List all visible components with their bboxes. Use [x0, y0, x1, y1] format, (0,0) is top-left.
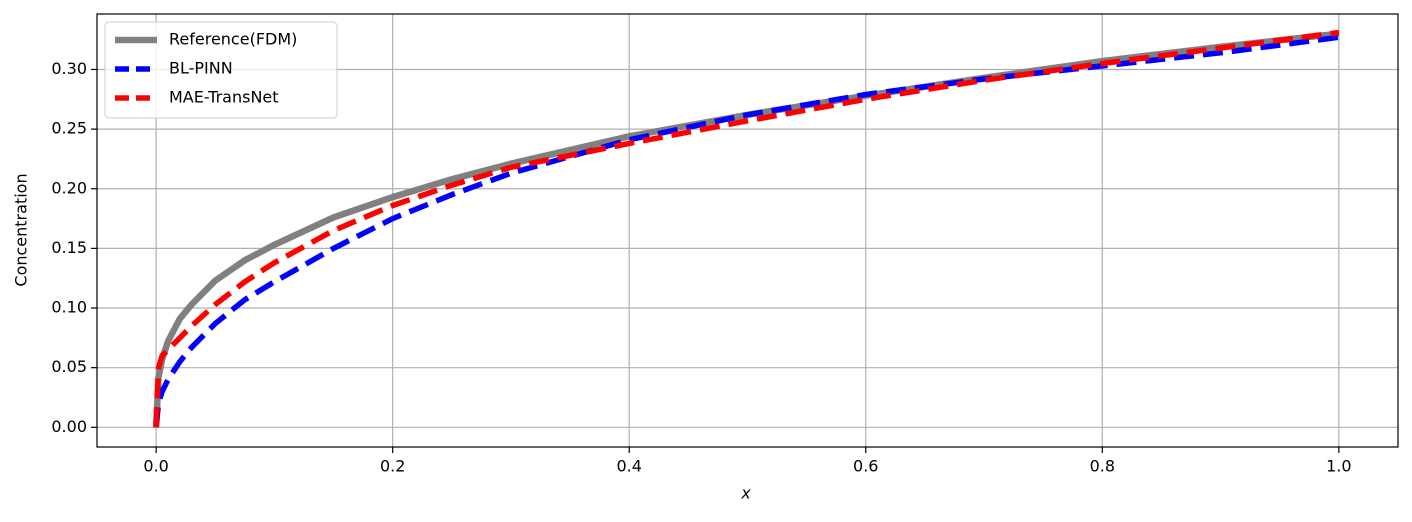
series-line [153, 29, 1340, 428]
series-line [153, 34, 1340, 428]
legend-label: Reference(FDM) [169, 30, 297, 49]
x-tick-label: 0.6 [853, 457, 878, 476]
y-tick-label: 0.30 [51, 59, 87, 78]
x-tick-label: 0.2 [380, 457, 405, 476]
x-tick-label: 0.4 [617, 457, 642, 476]
legend-label: MAE-TransNet [169, 88, 279, 107]
x-axis-label: x [740, 484, 751, 503]
plot-frame [96, 13, 1399, 448]
y-tick-label: 0.10 [51, 298, 87, 317]
y-axis-label: Concentration [12, 173, 31, 286]
x-tick-label: 0.8 [1090, 457, 1115, 476]
x-tick-label: 1.0 [1326, 457, 1351, 476]
y-tick-label: 0.15 [51, 238, 87, 257]
legend-label: BL-PINN [169, 59, 233, 78]
x-tick-label: 0.0 [143, 457, 168, 476]
y-tick-label: 0.25 [51, 119, 87, 138]
y-tick-label: 0.00 [51, 417, 87, 436]
y-tick-label: 0.20 [51, 178, 87, 197]
legend-box [104, 21, 338, 119]
y-tick-label: 0.05 [51, 357, 87, 376]
